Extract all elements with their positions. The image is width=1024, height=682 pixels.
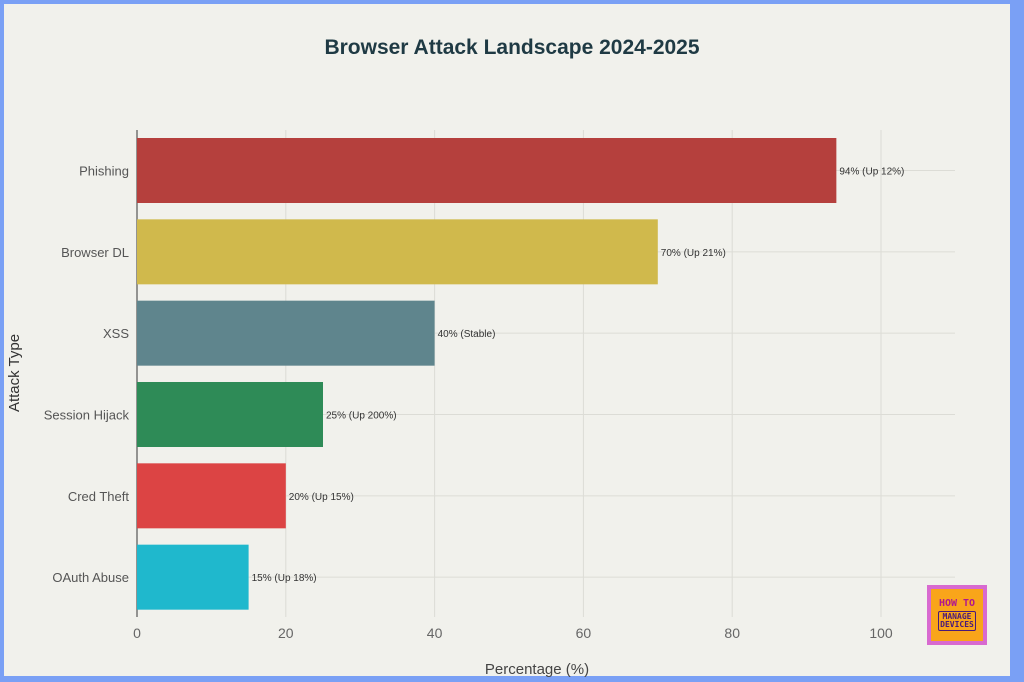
y-tick-label: Phishing [79, 164, 129, 179]
x-tick-label: 0 [133, 625, 141, 641]
x-tick-label: 60 [576, 625, 592, 641]
x-tick-label: 40 [427, 625, 443, 641]
bar-cred-theft [137, 463, 286, 529]
bar-oauth-abuse [137, 544, 249, 610]
data-label: 20% (Up 15%) [289, 492, 354, 503]
y-tick-label: Cred Theft [68, 489, 130, 504]
data-label: 94% (Up 12%) [839, 167, 904, 178]
how-to-manage-devices-logo: HOW TO MANAGE DEVICES [927, 585, 987, 645]
data-label: 25% (Up 200%) [326, 411, 397, 422]
data-label: 15% (Up 18%) [252, 573, 317, 584]
y-tick-label: XSS [103, 326, 129, 341]
y-axis-label: Attack Type [6, 334, 23, 412]
x-tick-label: 100 [869, 625, 893, 641]
bar-session-hijack [137, 382, 323, 447]
chart-title: Browser Attack Landscape 2024-2025 [324, 36, 699, 59]
y-tick-label: OAuth Abuse [52, 570, 129, 585]
bar-browser-dl [137, 219, 658, 285]
x-tick-label: 20 [278, 625, 294, 641]
y-tick-label: Session Hijack [44, 408, 130, 423]
x-axis-label: Percentage (%) [485, 661, 589, 678]
y-tick-label: Browser DL [61, 245, 129, 260]
bar-xss [137, 300, 435, 366]
data-label: 70% (Up 21%) [661, 248, 726, 259]
bar-phishing [137, 138, 837, 203]
x-tick-label: 80 [724, 625, 740, 641]
data-label: 40% (Stable) [438, 329, 496, 340]
